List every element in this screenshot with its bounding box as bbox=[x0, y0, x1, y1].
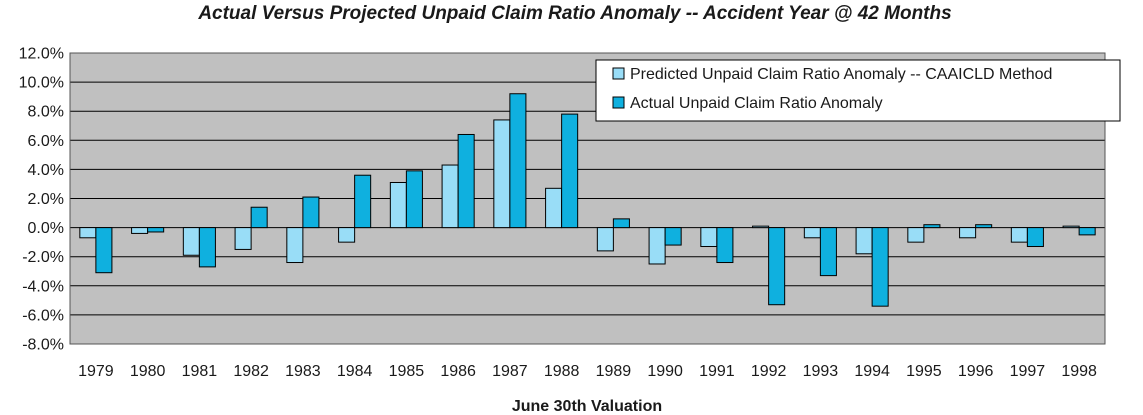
bar-actual-1979 bbox=[95, 227, 113, 274]
bar-predicted-1991 bbox=[700, 227, 718, 248]
x-tick-label: 1984 bbox=[337, 363, 373, 380]
bar-predicted-1994 bbox=[855, 227, 873, 255]
bar-predicted-1979 bbox=[79, 227, 97, 239]
legend-box bbox=[595, 59, 1121, 122]
y-tick-label: 4.0% bbox=[28, 162, 64, 179]
bar-actual-1981 bbox=[198, 227, 216, 268]
bar-actual-1989 bbox=[612, 218, 630, 229]
bar-predicted-1990 bbox=[648, 227, 666, 265]
x-tick-label: 1995 bbox=[906, 363, 942, 380]
x-tick-label: 1982 bbox=[233, 363, 269, 380]
bar-actual-1980 bbox=[147, 227, 165, 233]
bar-predicted-1987 bbox=[493, 119, 511, 229]
legend-swatch-predicted bbox=[612, 67, 625, 80]
x-tick-label: 1987 bbox=[492, 363, 528, 380]
bar-actual-1992 bbox=[768, 227, 786, 306]
bar-predicted-1992 bbox=[752, 225, 770, 229]
y-tick-label: 8.0% bbox=[28, 104, 64, 121]
y-tick-label: 2.0% bbox=[28, 191, 64, 208]
y-tick-label: 12.0% bbox=[19, 46, 64, 63]
x-tick-label: 1989 bbox=[596, 363, 632, 380]
plot-border bbox=[69, 52, 1106, 345]
x-tick-label: 1996 bbox=[958, 363, 994, 380]
x-axis: 1979 1980 1981 1982 1983 1984 1985 1986 1987 1988… bbox=[78, 363, 1097, 380]
bar-predicted-1982 bbox=[234, 227, 252, 250]
bar-actual-1983 bbox=[302, 196, 320, 229]
bar-predicted-1989 bbox=[596, 227, 614, 252]
bar-predicted-1993 bbox=[803, 227, 821, 239]
y-tick-label: -4.0% bbox=[22, 278, 64, 295]
bar-actual-1982 bbox=[250, 206, 268, 229]
legend: Predicted Unpaid Claim Ratio Anomaly -- … bbox=[595, 59, 1121, 122]
legend-label-predicted: Predicted Unpaid Claim Ratio Anomaly -- … bbox=[630, 66, 1052, 83]
bar-predicted-1985 bbox=[389, 181, 407, 229]
bar-predicted-1988 bbox=[545, 187, 563, 229]
bar-actual-1998 bbox=[1078, 227, 1096, 236]
y-axis: -8.0% -6.0% -4.0% -2.0% 0.0% 2.0% 4.0% 6.0% 8.0%… bbox=[19, 46, 64, 354]
bar-predicted-1981 bbox=[182, 227, 200, 256]
bar-predicted-1997 bbox=[1010, 227, 1028, 243]
bar-actual-1985 bbox=[405, 170, 423, 229]
bar-actual-1995 bbox=[923, 224, 941, 229]
bar-actual-1988 bbox=[561, 113, 579, 229]
y-tick-label: 0.0% bbox=[28, 220, 64, 237]
legend-label-actual: Actual Unpaid Claim Ratio Anomaly bbox=[630, 95, 883, 112]
x-tick-label: 1979 bbox=[78, 363, 114, 380]
x-tick-label: 1994 bbox=[854, 363, 890, 380]
bar-predicted-1996 bbox=[959, 227, 977, 239]
y-tick-label: -6.0% bbox=[22, 307, 64, 324]
x-tick-label: 1985 bbox=[389, 363, 425, 380]
bar-actual-1994 bbox=[871, 227, 889, 307]
x-tick-label: 1997 bbox=[1010, 363, 1046, 380]
bar-actual-1986 bbox=[457, 133, 475, 229]
x-tick-label: 1980 bbox=[130, 363, 166, 380]
bar-actual-1987 bbox=[509, 93, 527, 229]
y-tick-label: 6.0% bbox=[28, 133, 64, 150]
bar-predicted-1998 bbox=[1062, 225, 1080, 229]
y-tick-label: -8.0% bbox=[22, 337, 64, 354]
bar-actual-1984 bbox=[354, 174, 372, 229]
bar-actual-1990 bbox=[664, 227, 682, 246]
x-tick-label: 1991 bbox=[699, 363, 735, 380]
x-tick-label: 1993 bbox=[803, 363, 839, 380]
bar-actual-1991 bbox=[716, 227, 734, 264]
bar-predicted-1980 bbox=[131, 227, 149, 234]
bar-predicted-1983 bbox=[286, 227, 304, 264]
x-tick-label: 1998 bbox=[1061, 363, 1097, 380]
bar-predicted-1986 bbox=[441, 164, 459, 229]
bar-predicted-1995 bbox=[907, 227, 925, 243]
bars bbox=[79, 93, 1096, 307]
legend-swatch-actual bbox=[612, 96, 625, 109]
x-tick-label: 1988 bbox=[544, 363, 580, 380]
y-tick-label: -2.0% bbox=[22, 249, 64, 266]
x-tick-label: 1981 bbox=[182, 363, 218, 380]
y-tick-label: 10.0% bbox=[19, 75, 64, 92]
x-tick-label: 1983 bbox=[285, 363, 321, 380]
chart-title: Actual Versus Projected Unpaid Claim Rat… bbox=[197, 3, 951, 24]
bar-actual-1993 bbox=[819, 227, 837, 277]
x-tick-label: 1986 bbox=[440, 363, 476, 380]
x-tick-label: 1992 bbox=[751, 363, 787, 380]
x-axis-label: June 30th Valuation bbox=[512, 398, 662, 415]
x-tick-label: 1990 bbox=[647, 363, 683, 380]
bar-actual-1996 bbox=[975, 224, 993, 229]
bar-actual-1997 bbox=[1026, 227, 1044, 248]
bar-predicted-1984 bbox=[338, 227, 356, 243]
